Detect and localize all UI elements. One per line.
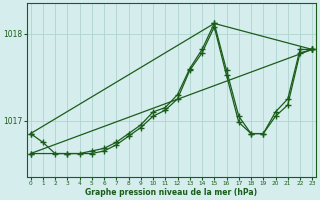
X-axis label: Graphe pression niveau de la mer (hPa): Graphe pression niveau de la mer (hPa) xyxy=(85,188,258,197)
